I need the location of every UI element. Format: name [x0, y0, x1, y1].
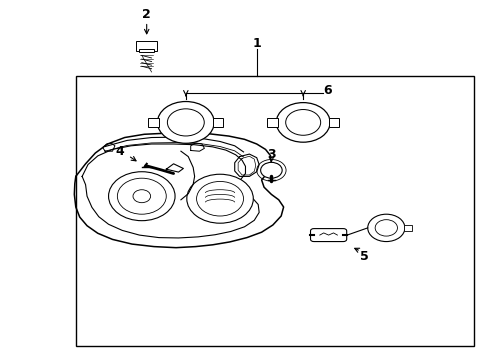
Text: 1: 1 — [252, 37, 261, 50]
Bar — [76, 76, 473, 346]
Text: 4: 4 — [115, 145, 124, 158]
Bar — [148, 118, 159, 127]
Text: 3: 3 — [266, 148, 275, 161]
Circle shape — [186, 174, 253, 223]
Bar — [212, 118, 223, 127]
Circle shape — [133, 190, 150, 203]
Circle shape — [196, 181, 243, 216]
Bar — [328, 118, 339, 127]
Bar — [139, 49, 154, 52]
Circle shape — [260, 162, 282, 178]
Bar — [266, 118, 277, 127]
Circle shape — [108, 172, 175, 221]
Circle shape — [276, 103, 329, 142]
Circle shape — [374, 220, 397, 236]
Circle shape — [157, 102, 214, 143]
Text: 6: 6 — [323, 84, 331, 96]
Bar — [403, 225, 411, 231]
FancyBboxPatch shape — [136, 41, 157, 51]
Circle shape — [167, 109, 204, 136]
FancyBboxPatch shape — [310, 229, 346, 242]
Text: 2: 2 — [142, 8, 151, 21]
Circle shape — [117, 178, 166, 214]
Circle shape — [285, 109, 320, 135]
Text: 5: 5 — [359, 250, 368, 263]
Circle shape — [367, 214, 404, 242]
